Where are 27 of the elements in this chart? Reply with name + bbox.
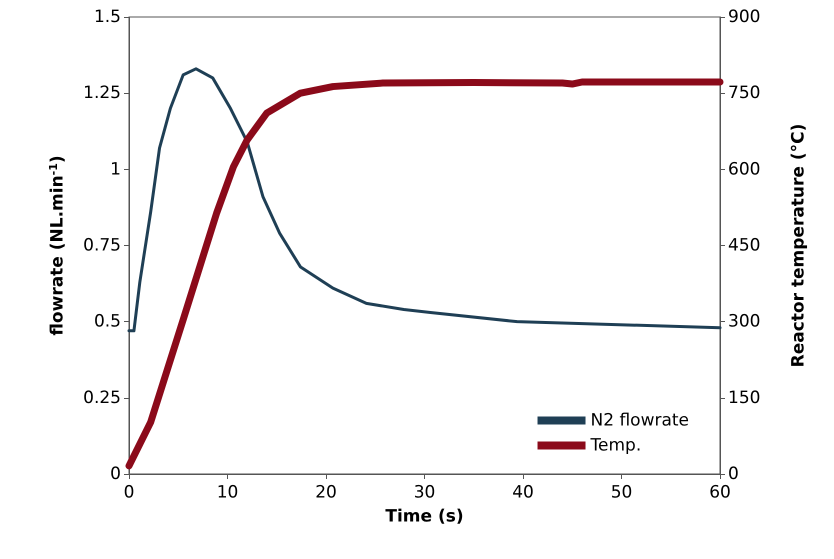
y-axis-title: flowrate (NL.min-1) xyxy=(47,155,68,336)
y2-tick-label: 900 xyxy=(728,7,760,27)
x-tick-label: 30 xyxy=(414,482,436,502)
y-tick-label: 0.75 xyxy=(83,236,121,256)
y-tick-label: 1.5 xyxy=(94,7,121,27)
y2-axis-title: Reactor temperature (°C) xyxy=(788,124,808,368)
y-tick-label: 1 xyxy=(110,159,121,180)
x-tick-label: 20 xyxy=(315,482,337,502)
y-tick-label: 0.25 xyxy=(83,388,121,408)
legend-label: Temp. xyxy=(590,436,642,456)
y2-tick-label: 300 xyxy=(728,312,760,332)
y-tick-label: 1.25 xyxy=(83,83,121,104)
x-tick-label: 40 xyxy=(512,482,534,502)
y2-tick-label: 0 xyxy=(728,464,739,484)
x-tick-label: 60 xyxy=(709,482,731,502)
y-tick-label: 0.5 xyxy=(94,312,121,332)
y-tick-label: 0 xyxy=(110,464,121,484)
x-axis-title: Time (s) xyxy=(385,506,464,526)
y2-tick-label: 150 xyxy=(728,388,760,408)
legend-label: N2 flowrate xyxy=(590,410,690,430)
line-series xyxy=(128,67,722,332)
y2-tick-label: 450 xyxy=(728,236,760,256)
x-tick-label: 50 xyxy=(610,482,632,502)
x-tick-label: 10 xyxy=(216,482,238,502)
x-tick-label: 0 xyxy=(124,482,134,502)
y2-tick-label: 750 xyxy=(728,83,760,104)
y2-tick-label: 600 xyxy=(728,159,760,180)
